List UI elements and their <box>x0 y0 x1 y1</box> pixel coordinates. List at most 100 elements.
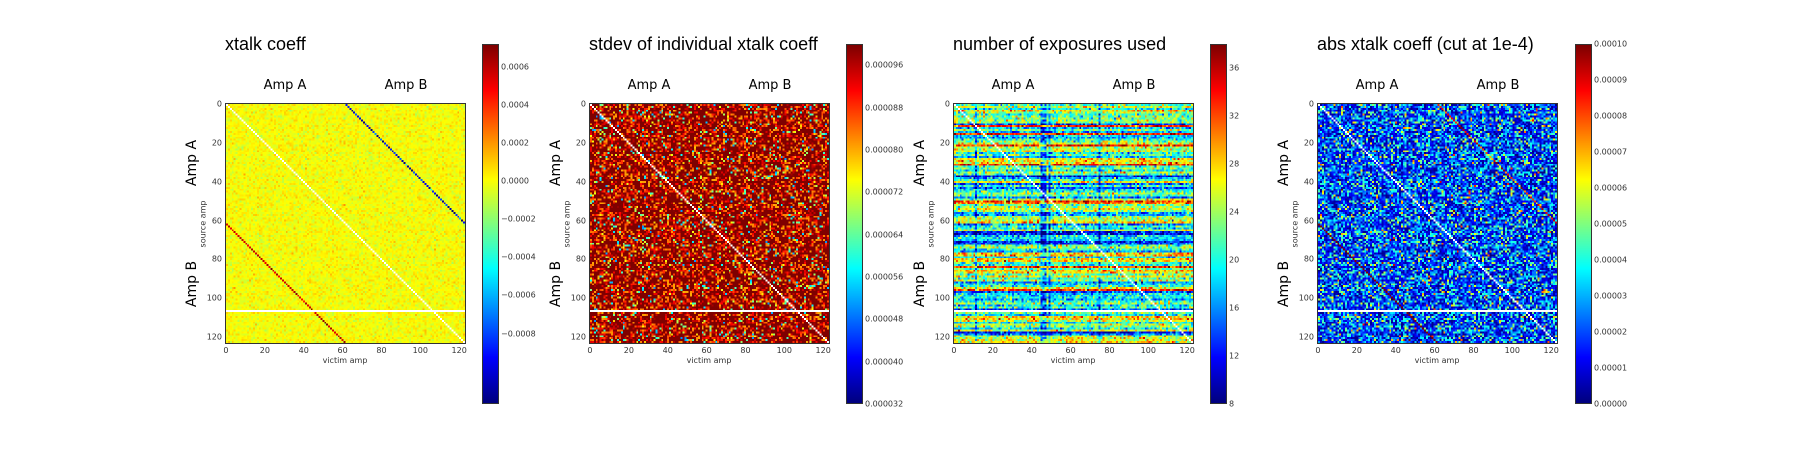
x-tick-label: 80 <box>1468 346 1479 355</box>
colorbar-tick-label: −0.0002 <box>501 214 536 224</box>
group-label-top-amp-b: Amp B <box>384 78 428 93</box>
x-tick-label: 60 <box>1429 346 1440 355</box>
colorbar-tick-label: 0.00006 <box>1594 183 1628 193</box>
colorbar-tick-label: 0.0002 <box>501 138 529 148</box>
y-axis-label: source amp <box>562 200 572 248</box>
x-tick-label: 80 <box>740 346 751 355</box>
x-tick-label: 80 <box>1104 346 1115 355</box>
y-tick-label: 80 <box>211 254 222 264</box>
group-label-left-amp-a: Amp A <box>1276 139 1292 187</box>
colorbar-tick-label: 0.000056 <box>865 272 904 282</box>
x-tick-label: 120 <box>1543 346 1559 355</box>
colorbar-tick-label: 0.000088 <box>865 103 904 113</box>
x-axis-label: victim amp <box>1414 356 1460 365</box>
y-tick-label: 20 <box>1303 138 1314 148</box>
colorbar-gradient <box>1211 45 1226 403</box>
colorbar-tick-label: 16 <box>1229 303 1240 313</box>
colorbar-tick-label: 0.00010 <box>1594 39 1628 49</box>
colorbar-tick-label: 0.00001 <box>1594 363 1628 373</box>
colorbar-tick-label: 0.000072 <box>865 187 904 197</box>
x-tick-label: 40 <box>1390 346 1401 355</box>
group-label-top-amp-a: Amp A <box>1355 78 1399 93</box>
y-tick-label: 100 <box>570 293 586 303</box>
y-tick-label: 120 <box>934 332 950 342</box>
y-axis-label: source amp <box>926 200 936 248</box>
y-axis-label: source amp <box>1290 200 1300 248</box>
y-tick-label: 100 <box>934 293 950 303</box>
colorbar <box>1210 44 1227 404</box>
x-tick-label: 60 <box>1065 346 1076 355</box>
y-tick-label: 80 <box>939 254 950 264</box>
colorbar-tick-label: 0.00008 <box>1594 111 1628 121</box>
heatmap-cells <box>1318 104 1557 343</box>
heatmap-plot <box>225 103 466 344</box>
colorbar-tick-label: 0.000032 <box>865 399 904 409</box>
colorbar-tick-label: 8 <box>1229 399 1235 409</box>
colorbar-tick-label: 0.00000 <box>1594 399 1628 409</box>
y-tick-label: 60 <box>939 216 950 226</box>
y-tick-label: 80 <box>1303 254 1314 264</box>
colorbar-tick-label: −0.0008 <box>501 329 536 339</box>
chart-title: number of exposures used <box>953 34 1167 54</box>
x-tick-label: 40 <box>662 346 673 355</box>
x-tick-label: 100 <box>1504 346 1520 355</box>
x-tick-label: 120 <box>815 346 831 355</box>
group-label-left-amp-a: Amp A <box>548 139 564 187</box>
group-label-top-amp-b: Amp B <box>1112 78 1156 93</box>
colorbar-tick-label: 0.000080 <box>865 145 904 155</box>
x-tick-label: 60 <box>701 346 712 355</box>
x-tick-label: 0 <box>1315 346 1321 355</box>
colorbar-tick-label: 0.0000 <box>501 176 529 186</box>
colorbar-tick-label: 36 <box>1229 63 1240 73</box>
y-tick-label: 40 <box>211 177 222 187</box>
y-tick-label: 60 <box>575 216 586 226</box>
x-tick-label: 0 <box>951 346 957 355</box>
colorbar-gradient <box>1576 45 1591 403</box>
colorbar-tick-label: −0.0006 <box>501 290 536 300</box>
colorbar-tick-label: 28 <box>1229 159 1240 169</box>
heatmap-cells <box>954 104 1193 343</box>
x-tick-label: 20 <box>623 346 634 355</box>
group-label-left-amp-a: Amp A <box>912 139 928 187</box>
group-label-left-amp-b: Amp B <box>548 260 564 308</box>
colorbar-tick-label: 0.0004 <box>501 100 529 110</box>
x-tick-label: 120 <box>451 346 467 355</box>
colorbar-tick-label: 0.000040 <box>865 357 904 367</box>
y-tick-label: 40 <box>1303 177 1314 187</box>
x-axis-label: victim amp <box>322 356 368 365</box>
group-label-top-amp-a: Amp A <box>991 78 1035 93</box>
group-label-top-amp-b: Amp B <box>748 78 792 93</box>
colorbar-tick-label: 0.000048 <box>865 314 904 324</box>
x-tick-label: 60 <box>337 346 348 355</box>
x-tick-label: 80 <box>376 346 387 355</box>
y-axis-label: source amp <box>198 200 208 248</box>
colorbar-tick-label: 12 <box>1229 351 1240 361</box>
y-tick-label: 20 <box>575 138 586 148</box>
x-axis-label: victim amp <box>686 356 732 365</box>
colorbar-tick-label: 0.00007 <box>1594 147 1628 157</box>
group-label-left-amp-b: Amp B <box>912 260 928 308</box>
colorbar <box>846 44 863 404</box>
y-tick-label: 40 <box>939 177 950 187</box>
heatmap-plot <box>1317 103 1558 344</box>
group-label-top-amp-a: Amp A <box>627 78 671 93</box>
colorbar-tick-label: −0.0004 <box>501 252 536 262</box>
x-tick-label: 100 <box>412 346 428 355</box>
y-tick-label: 0 <box>216 99 222 109</box>
y-tick-label: 0 <box>580 99 586 109</box>
chart-title: stdev of individual xtalk coeff <box>589 34 818 54</box>
group-label-top-amp-b: Amp B <box>1476 78 1520 93</box>
colorbar <box>482 44 499 404</box>
heatmap-plot <box>953 103 1194 344</box>
y-tick-label: 20 <box>939 138 950 148</box>
y-tick-label: 100 <box>206 293 222 303</box>
x-tick-label: 40 <box>1026 346 1037 355</box>
y-tick-label: 0 <box>1308 99 1314 109</box>
colorbar-gradient <box>847 45 862 403</box>
x-tick-label: 20 <box>1351 346 1362 355</box>
colorbar-tick-label: 24 <box>1229 207 1240 217</box>
chart-title: xtalk coeff <box>225 34 306 54</box>
colorbar-tick-label: 0.00004 <box>1594 255 1628 265</box>
y-tick-label: 40 <box>575 177 586 187</box>
colorbar-tick-label: 0.0006 <box>501 62 529 72</box>
